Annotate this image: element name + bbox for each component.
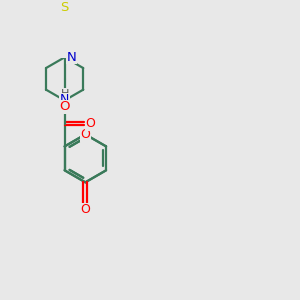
Text: O: O — [80, 203, 90, 216]
Text: O: O — [80, 128, 90, 141]
Text: S: S — [60, 1, 69, 14]
Text: N: N — [66, 51, 76, 64]
Text: O: O — [59, 100, 70, 113]
Text: N: N — [60, 93, 69, 106]
Text: H: H — [60, 89, 69, 99]
Text: O: O — [85, 117, 95, 130]
